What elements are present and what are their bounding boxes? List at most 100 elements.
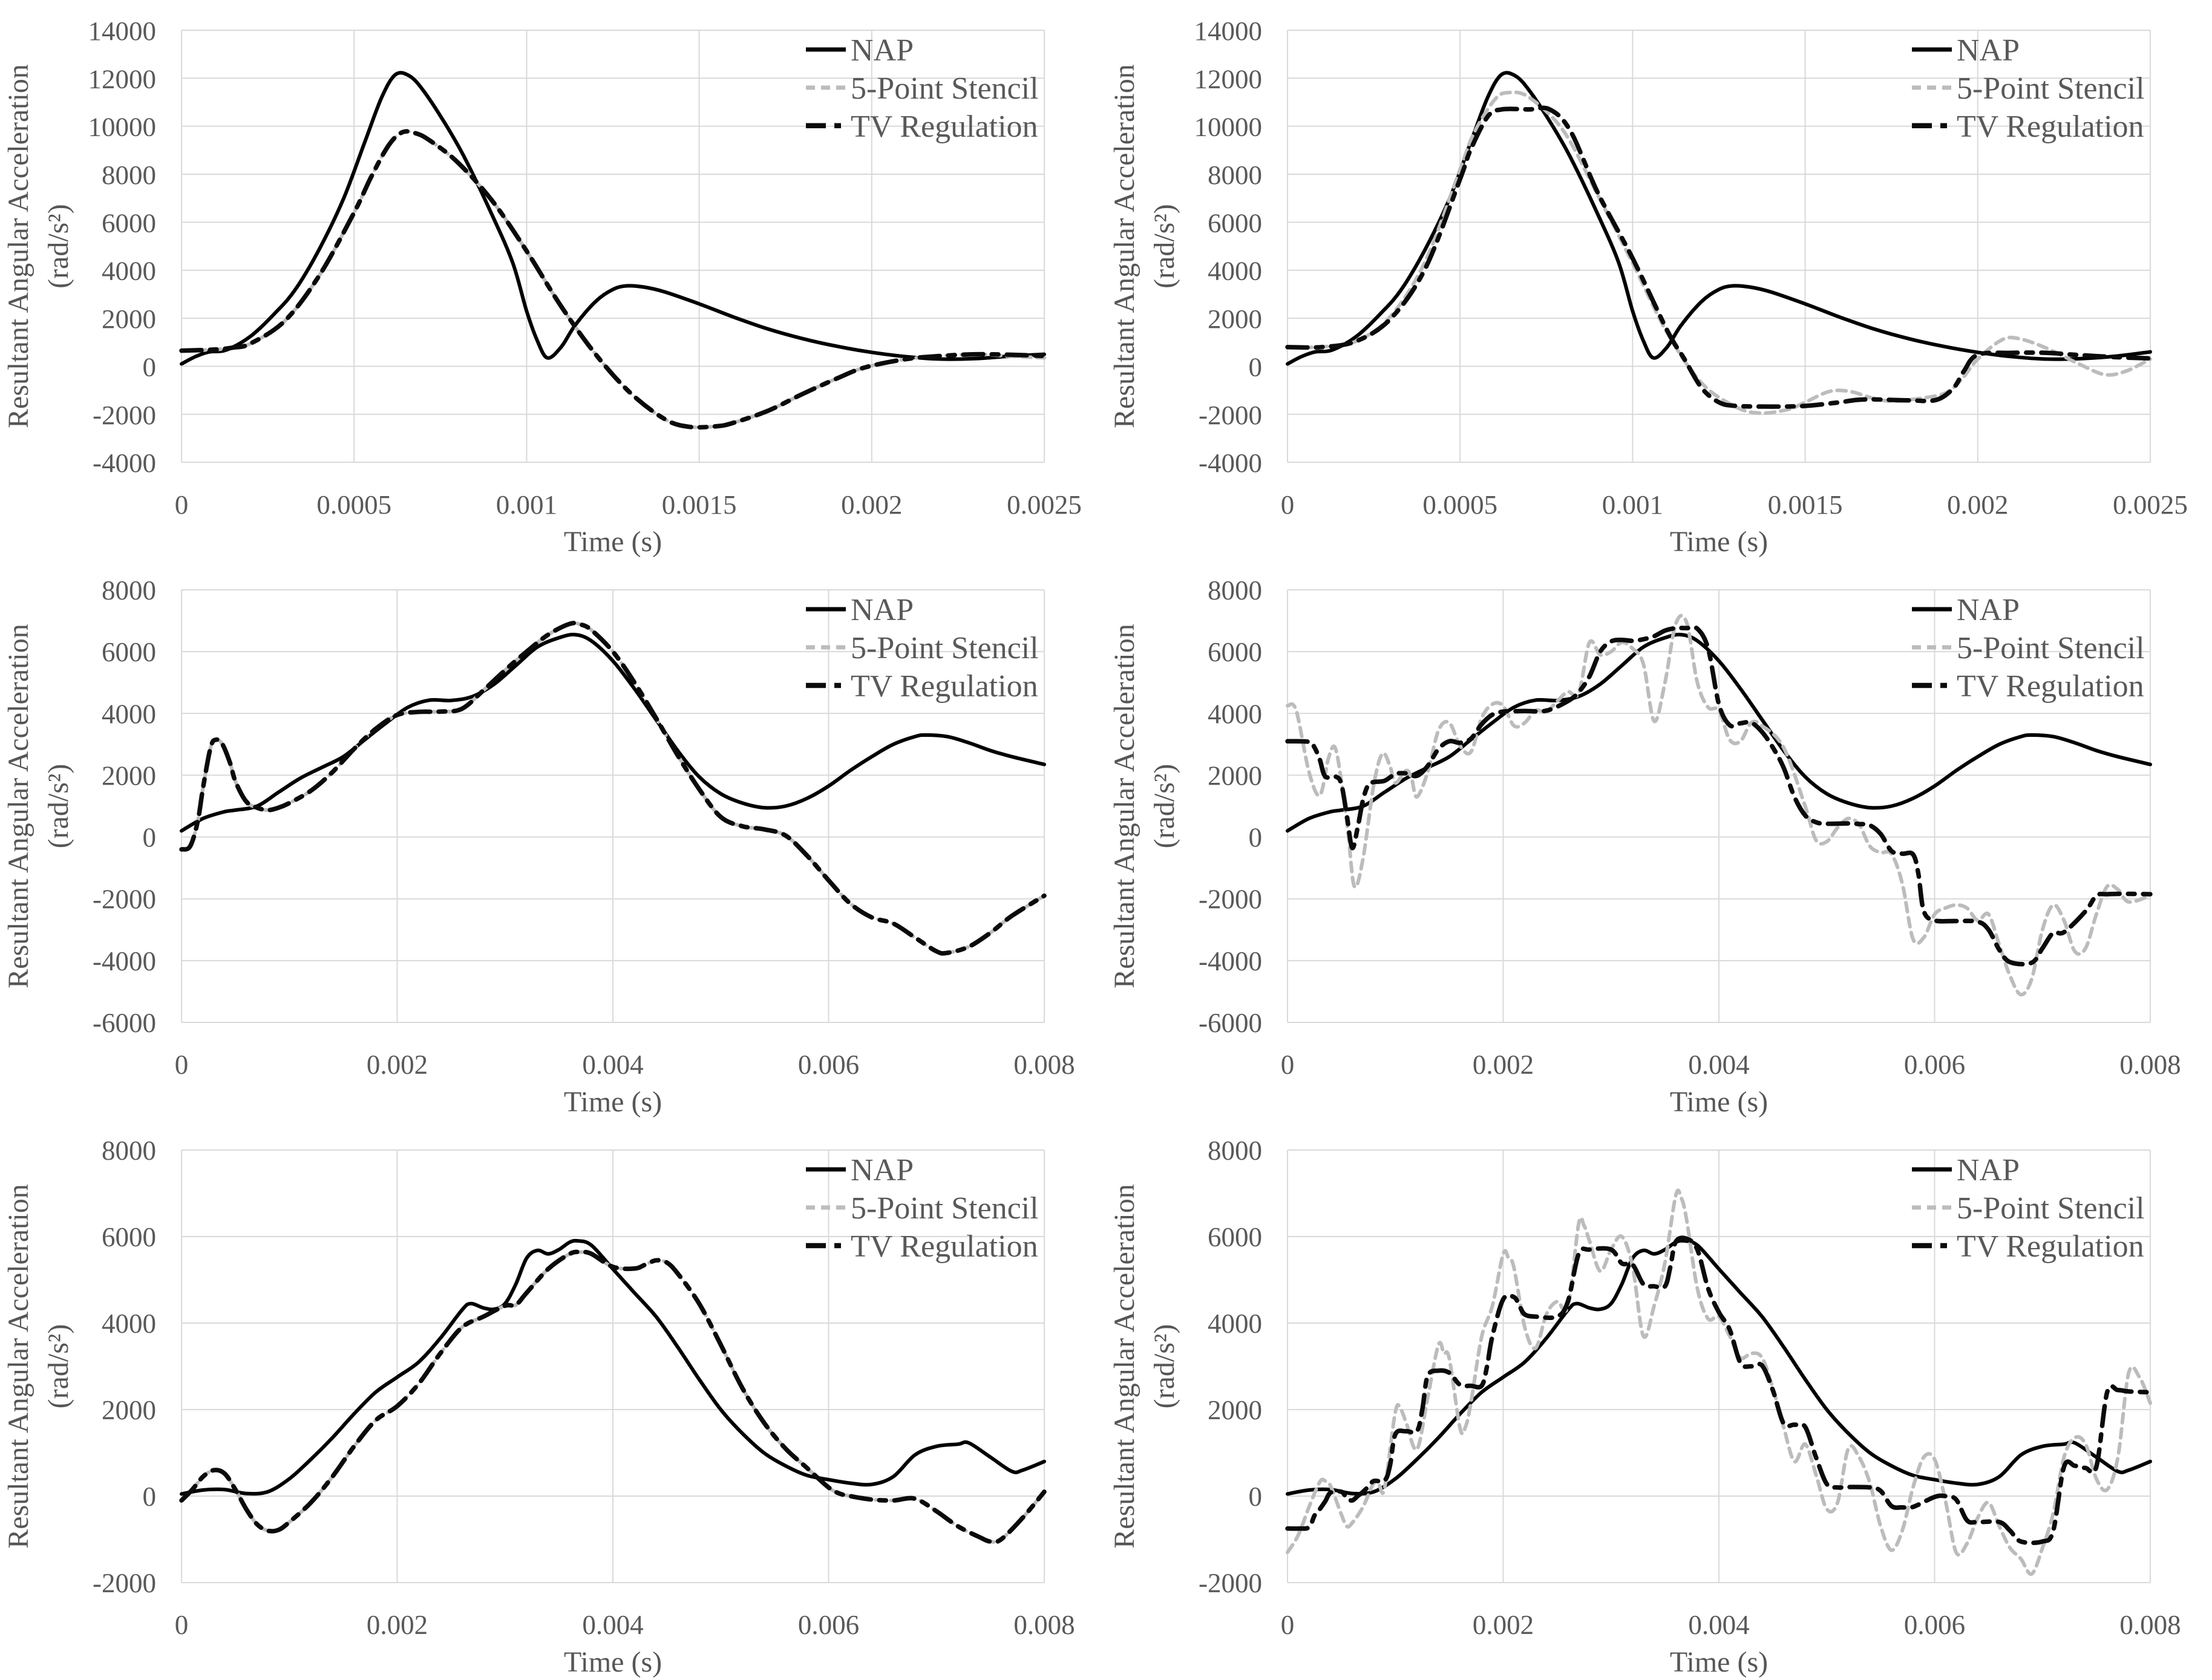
y-axis-title-line2: (rad/s²): [1148, 204, 1180, 289]
y-tick-label: 4000: [1208, 699, 1262, 729]
y-tick-label: 8000: [102, 575, 156, 606]
y-tick-label: 4000: [102, 256, 156, 286]
legend-label-tv: TV Regulation: [851, 109, 1038, 144]
y-tick-label: -4000: [93, 946, 156, 976]
chart-top-left: 14000 12000 10000 8000 6000 4000 2000 0 -2000 -40…: [0, 0, 1106, 560]
y-tick-label: 8000: [1208, 575, 1262, 606]
x-tick-label: 0.0025: [1007, 489, 1082, 520]
legend-label-nap: NAP: [1957, 593, 2020, 627]
x-tick-label: 0.006: [1904, 1610, 1965, 1640]
y-tick-label: 6000: [1208, 637, 1262, 667]
x-tick-label: 0: [175, 1050, 189, 1080]
x-axis-title: Time (s): [1670, 526, 1768, 558]
x-tick-label: 0.002: [841, 489, 902, 520]
y-axis-title-line1: Resultant Angular Acceleration: [2, 64, 34, 428]
x-tick-label: 0.002: [367, 1050, 428, 1080]
legend-label-stencil: 5-Point Stencil: [851, 631, 1039, 665]
legend-label-tv: TV Regulation: [1957, 669, 2144, 704]
chart-bottom-left-svg: 8000 6000 4000 2000 0 -2000 0 0.002 0.004 0.006 0.…: [2, 1136, 1075, 1678]
series-nap-line: [180, 1238, 1046, 1496]
y-tick-label: 0: [143, 351, 156, 382]
y-tick-label: 2000: [102, 760, 156, 791]
y-axis-title-line1: Resultant Angular Acceleration: [1108, 64, 1140, 428]
legend-label-stencil: 5-Point Stencil: [851, 1191, 1039, 1226]
x-tick-label: 0.0015: [662, 489, 737, 520]
y-tick-label: 8000: [102, 160, 156, 190]
x-axis-title: Time (s): [564, 526, 662, 558]
y-tick-label: -2000: [93, 1568, 156, 1598]
series-stencil-line: [180, 129, 1046, 430]
x-tick-label: 0.008: [2119, 1050, 2181, 1080]
x-tick-label: 0.0015: [1768, 489, 1843, 520]
legend-label-nap: NAP: [1957, 1153, 2020, 1188]
y-tick-label: -2000: [1199, 1568, 1262, 1598]
x-axis-title: Time (s): [1670, 1646, 1768, 1678]
x-tick-label: 0.004: [582, 1610, 643, 1640]
y-tick-label: 2000: [1208, 304, 1262, 334]
y-tick-label: 2000: [1208, 760, 1262, 791]
y-tick-label: -4000: [1199, 946, 1262, 976]
y-tick-label: 4000: [102, 699, 156, 729]
legend-label-stencil: 5-Point Stencil: [1957, 1191, 2145, 1226]
x-tick-label: 0.002: [1947, 489, 2008, 520]
legend-label-nap: NAP: [1957, 33, 2020, 68]
y-tick-label: 0: [143, 1482, 157, 1512]
x-tick-label: 0.0005: [1422, 489, 1497, 520]
x-tick-label: 0.002: [1473, 1050, 1534, 1080]
y-axis-title-line2: (rad/s²): [42, 764, 74, 849]
x-tick-label: 0.002: [367, 1610, 428, 1640]
y-tick-label: 0: [143, 823, 157, 853]
x-tick-label: 0.008: [1013, 1610, 1075, 1640]
x-tick-label: 0.0005: [316, 489, 391, 520]
x-tick-label: 0.006: [1904, 1050, 1965, 1080]
x-axis-title: Time (s): [564, 1646, 662, 1678]
y-tick-label: -6000: [93, 1008, 156, 1038]
series-nap-line: [1286, 71, 2152, 366]
y-tick-label: 10000: [1194, 112, 1262, 142]
series-stencil-line: [1286, 613, 2152, 996]
y-tick-label: 6000: [102, 208, 156, 238]
y-tick-label: 6000: [102, 1222, 156, 1252]
y-tick-label: 4000: [1208, 1309, 1262, 1339]
x-tick-label: 0: [175, 1610, 189, 1640]
y-axis-title-line1: Resultant Angular Acceleration: [2, 624, 34, 988]
series-tv-line: [1285, 105, 2153, 409]
y-tick-label: 6000: [102, 637, 156, 667]
chart-middle-left: 8000 6000 4000 2000 0 -2000 -4000 -6000 0 0.002 0.…: [0, 560, 1106, 1120]
chart-bottom-right-svg: 8000 6000 4000 2000 0 -2000 0 0.002 0.004 0.006 0.…: [1108, 1136, 2181, 1678]
series-tv-line: [179, 1249, 1047, 1544]
x-tick-label: 0.001: [1602, 489, 1663, 520]
y-tick-label: 4000: [1208, 256, 1262, 286]
legend-label-tv: TV Regulation: [1957, 1229, 2144, 1264]
y-tick-label: 8000: [1208, 160, 1262, 190]
y-tick-label: 4000: [102, 1309, 156, 1339]
y-tick-label: 6000: [1208, 1222, 1262, 1252]
chart-top-right: 14000 12000 10000 8000 6000 4000 2000 0 -2000 -40…: [1106, 0, 2212, 560]
chart-top-left-svg: 14000 12000 10000 8000 6000 4000 2000 0 -2000 -40…: [2, 16, 1082, 558]
series-tv-line: [179, 129, 1047, 430]
x-tick-label: 0.001: [496, 489, 557, 520]
y-tick-label: 2000: [1208, 1395, 1262, 1425]
chart-bottom-right: 8000 6000 4000 2000 0 -2000 0 0.002 0.004 0.006 0.…: [1106, 1120, 2212, 1680]
x-axis-title: Time (s): [564, 1086, 662, 1118]
y-tick-label: -2000: [1199, 884, 1262, 915]
x-tick-label: 0.002: [1473, 1610, 1534, 1640]
series-tv-line: [179, 621, 1047, 956]
y-axis-title-line2: (rad/s²): [1148, 764, 1180, 849]
legend-label-tv: TV Regulation: [851, 1229, 1038, 1264]
legend-label-stencil: 5-Point Stencil: [1957, 631, 2145, 665]
y-tick-label: 0: [1249, 823, 1263, 853]
x-tick-label: 0: [1281, 1050, 1295, 1080]
y-axis-title-line1: Resultant Angular Acceleration: [2, 1184, 34, 1548]
legend-label-stencil: 5-Point Stencil: [1957, 71, 2145, 106]
x-tick-label: 0.0025: [2113, 489, 2188, 520]
series-tv-line: [1285, 624, 2153, 967]
x-tick-label: 0: [175, 489, 188, 520]
y-axis-title-line1: Resultant Angular Acceleration: [1108, 624, 1140, 988]
y-tick-label: 14000: [88, 16, 156, 46]
legend-label-stencil: 5-Point Stencil: [851, 71, 1039, 106]
x-tick-label: 0.008: [1013, 1050, 1075, 1080]
y-tick-label: 12000: [1194, 64, 1262, 94]
series-nap-line: [180, 632, 1046, 833]
legend-label-nap: NAP: [851, 593, 914, 627]
